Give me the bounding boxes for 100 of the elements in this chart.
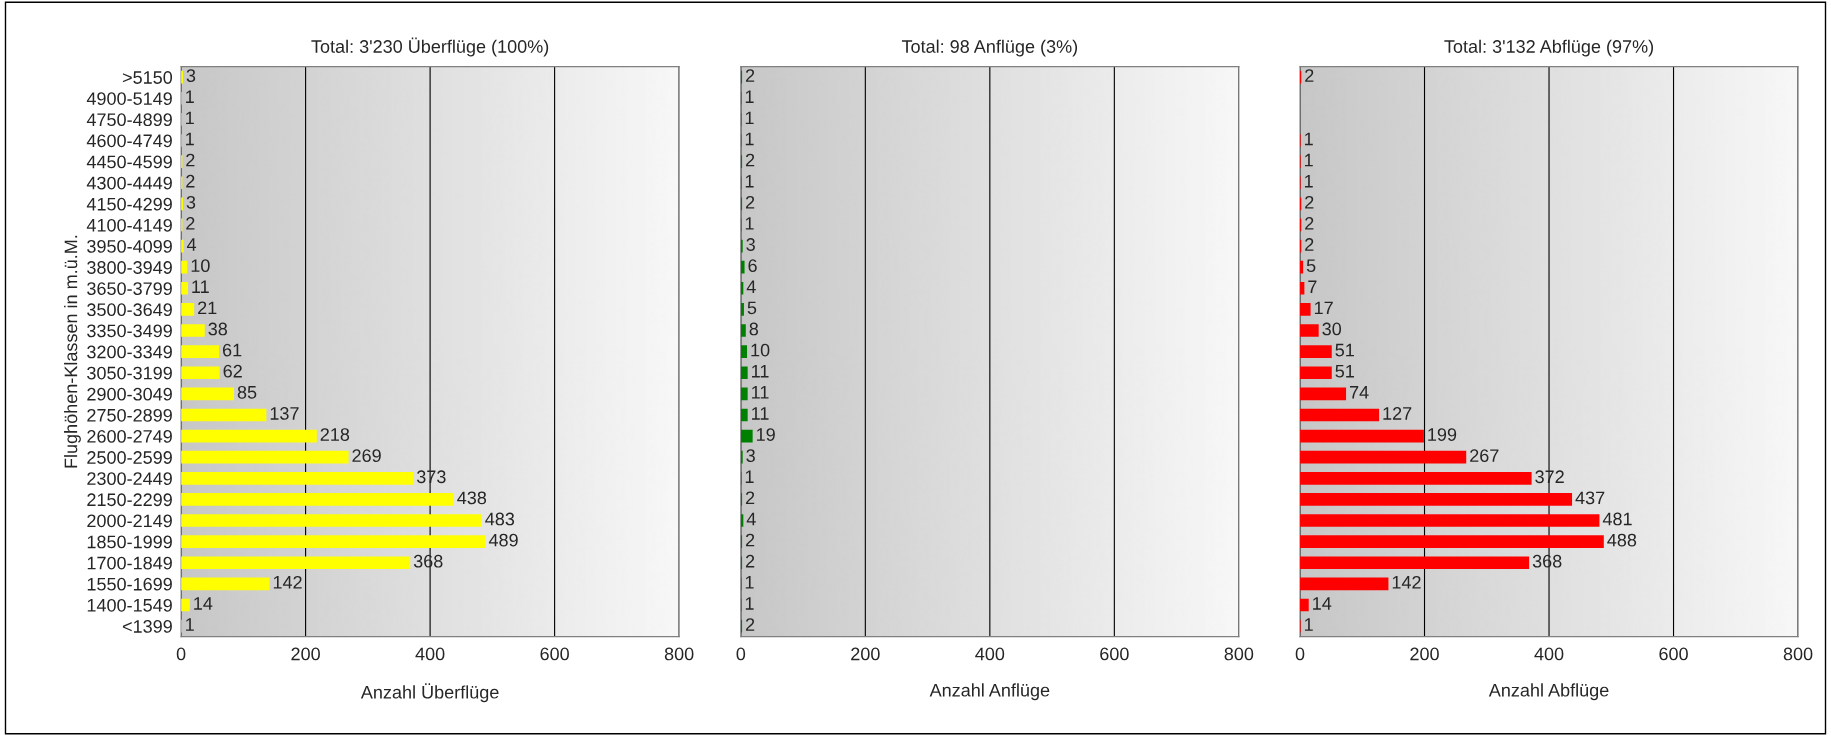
data-label: 8 <box>749 322 759 336</box>
x-tick-label: 400 <box>975 647 1005 661</box>
data-label: 437 <box>1575 491 1605 505</box>
x-tick-label: 0 <box>1295 647 1305 661</box>
bar <box>1300 471 1532 485</box>
bar <box>1300 429 1424 443</box>
bar <box>181 577 270 591</box>
data-label: 10 <box>191 259 210 273</box>
bar <box>181 387 234 401</box>
data-label: 1 <box>745 132 754 146</box>
x-tick-label: 600 <box>1100 647 1129 661</box>
y-tick-label: 2500-2599 <box>87 451 172 464</box>
y-tick-label: 4600-4749 <box>86 134 172 148</box>
y-tick-label: 2000-2149 <box>87 514 172 528</box>
y-tick-label: 2600-2749 <box>87 430 172 443</box>
data-label: 142 <box>1392 575 1421 589</box>
data-label: 2 <box>745 533 755 547</box>
chart-title: Total: 98 Anflüge (3%) <box>901 39 1078 57</box>
data-label: 438 <box>457 491 487 505</box>
data-label: 1 <box>186 132 194 146</box>
data-label: 14 <box>1313 597 1332 610</box>
data-label: 1 <box>1305 153 1313 167</box>
data-label: 3 <box>746 449 755 463</box>
y-tick-label: 3350-3499 <box>87 324 172 338</box>
y-tick-label: 3800-3949 <box>87 261 172 274</box>
data-label: 137 <box>270 407 299 420</box>
data-label: 483 <box>485 512 515 526</box>
chart-title: Total: 3'132 Abflüge (97%) <box>1444 39 1654 57</box>
data-label: 5 <box>1306 259 1316 273</box>
x-tick-label: 800 <box>664 647 694 661</box>
bar <box>1300 535 1604 548</box>
x-tick-label: 800 <box>1783 647 1813 661</box>
data-label: 489 <box>488 533 518 547</box>
bar <box>181 303 195 316</box>
bar <box>181 556 411 570</box>
data-label: 17 <box>1314 301 1333 315</box>
bar <box>1300 303 1311 316</box>
data-label: 85 <box>237 385 257 399</box>
x-tick-label: 0 <box>176 647 186 661</box>
data-label: 74 <box>1349 386 1369 399</box>
data-label: 2 <box>1305 217 1314 230</box>
data-label: 142 <box>273 575 302 589</box>
data-label: 2 <box>1305 195 1314 209</box>
bar <box>181 429 317 443</box>
data-label: 14 <box>194 597 213 610</box>
data-label: 1 <box>745 90 754 103</box>
data-label: 2 <box>745 618 755 631</box>
x-tick-label: 400 <box>1534 647 1564 661</box>
data-label: 1 <box>745 597 754 610</box>
data-label: 1 <box>745 111 754 125</box>
x-axis-title: Anzahl Anflüge <box>929 683 1050 701</box>
data-label: 21 <box>198 301 217 315</box>
bar <box>181 535 486 548</box>
data-label: 218 <box>320 428 350 441</box>
data-label: 2 <box>186 174 195 188</box>
data-label: 3 <box>186 195 196 209</box>
bar <box>1300 345 1332 358</box>
data-label: 4 <box>746 512 756 526</box>
data-label: 38 <box>208 322 228 336</box>
data-label: 1 <box>745 470 754 483</box>
y-axis-title: Flughöhen-Klassen in m.ü.M. <box>64 235 81 468</box>
bar <box>181 366 220 380</box>
data-label: 2 <box>1305 238 1314 251</box>
x-tick-label: 600 <box>1659 647 1688 661</box>
data-label: 2 <box>745 491 755 505</box>
bar <box>181 345 220 358</box>
data-label: 1 <box>186 111 194 125</box>
data-label: 51 <box>1335 364 1354 378</box>
y-tick-label: 2150-2299 <box>87 493 172 507</box>
data-label: 488 <box>1607 533 1637 547</box>
x-tick-label: 200 <box>851 647 880 661</box>
data-label: 3 <box>746 238 755 251</box>
y-tick-label: 1850-1999 <box>87 535 172 549</box>
y-tick-label: 4150-4299 <box>86 197 172 211</box>
data-label: 4 <box>746 280 756 293</box>
data-label: 2 <box>745 554 755 568</box>
bar <box>181 450 349 464</box>
data-label: 11 <box>752 386 769 399</box>
bar <box>1300 556 1530 570</box>
bar <box>181 493 454 506</box>
data-label: 51 <box>1335 343 1354 357</box>
data-label: 269 <box>352 449 381 463</box>
bar <box>1300 493 1573 506</box>
data-label: 11 <box>752 364 769 378</box>
x-axis-title: Anzahl Überflüge <box>360 683 499 703</box>
data-label: 1 <box>186 90 194 103</box>
bar <box>1300 324 1319 337</box>
bar <box>1300 408 1380 422</box>
data-label: 1 <box>1305 618 1313 631</box>
data-label: 62 <box>223 364 242 378</box>
data-label: 2 <box>745 195 755 209</box>
data-label: 10 <box>751 343 770 357</box>
data-label: 2 <box>186 153 195 167</box>
data-label: 61 <box>222 343 242 357</box>
x-tick-label: 200 <box>1410 647 1439 661</box>
x-tick-label: 800 <box>1224 647 1254 661</box>
y-tick-label: 4100-4149 <box>86 218 172 232</box>
bar <box>181 408 267 422</box>
y-tick-label: 4750-4899 <box>86 113 172 127</box>
data-label: 2 <box>745 153 755 167</box>
